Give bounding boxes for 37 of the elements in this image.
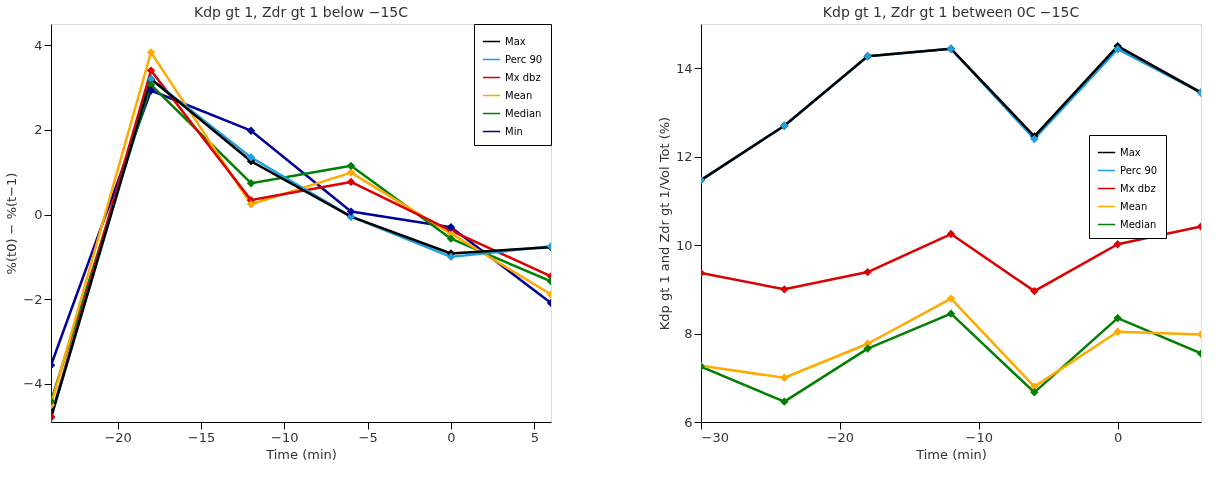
- x-axis-title: Time (min): [915, 446, 987, 462]
- y-tick-label: 2: [34, 122, 43, 138]
- legend-label: Mean: [505, 89, 533, 101]
- x-tick-label: −15: [187, 429, 216, 445]
- y-tick-label: 14: [675, 60, 693, 76]
- x-tick-label: −20: [826, 429, 855, 445]
- x-tick-label: −5: [358, 429, 378, 445]
- x-tick-label: 0: [447, 429, 456, 445]
- y-tick-label: −4: [23, 376, 43, 392]
- y-tick-label: 10: [675, 237, 693, 253]
- x-tick-label: 5: [530, 429, 539, 445]
- y-tick-label: 12: [675, 149, 693, 165]
- chart-title: Kdp gt 1, Zdr gt 1 between 0C −15C: [822, 4, 1080, 20]
- legend-label: Min: [505, 125, 523, 137]
- y-tick-label: −2: [23, 291, 43, 307]
- x-axis-title: Time (min): [265, 446, 337, 462]
- legend-label: Max: [1120, 146, 1141, 158]
- y-axis-title: Kdp gt 1 and Zdr gt 1/Vol Tot (%): [656, 116, 672, 331]
- legend-label: Perc 90: [1120, 164, 1158, 176]
- chart-title: Kdp gt 1, Zdr gt 1 below −15C: [193, 3, 409, 20]
- y-axis-title: %(t0) − %(t−1): [4, 172, 20, 275]
- legend-label: Median: [505, 107, 542, 119]
- x-tick-label: −30: [701, 429, 729, 445]
- y-tick-label: 4: [34, 37, 43, 53]
- legend-label: Max: [505, 35, 526, 47]
- legend-label: Mx dbz: [505, 71, 541, 83]
- y-tick-label: 8: [684, 326, 693, 342]
- y-tick-label: 6: [684, 414, 693, 430]
- legend-label: Mean: [1120, 200, 1148, 212]
- y-tick-label: 0: [34, 207, 43, 223]
- legend-label: Mx dbz: [1120, 182, 1156, 194]
- x-tick-label: −10: [271, 429, 299, 445]
- legend-label: Perc 90: [505, 53, 543, 65]
- x-tick-label: −20: [104, 429, 132, 445]
- legend-label: Median: [1120, 218, 1157, 230]
- x-tick-label: 0: [1114, 429, 1123, 445]
- x-tick-label: −10: [965, 429, 993, 445]
